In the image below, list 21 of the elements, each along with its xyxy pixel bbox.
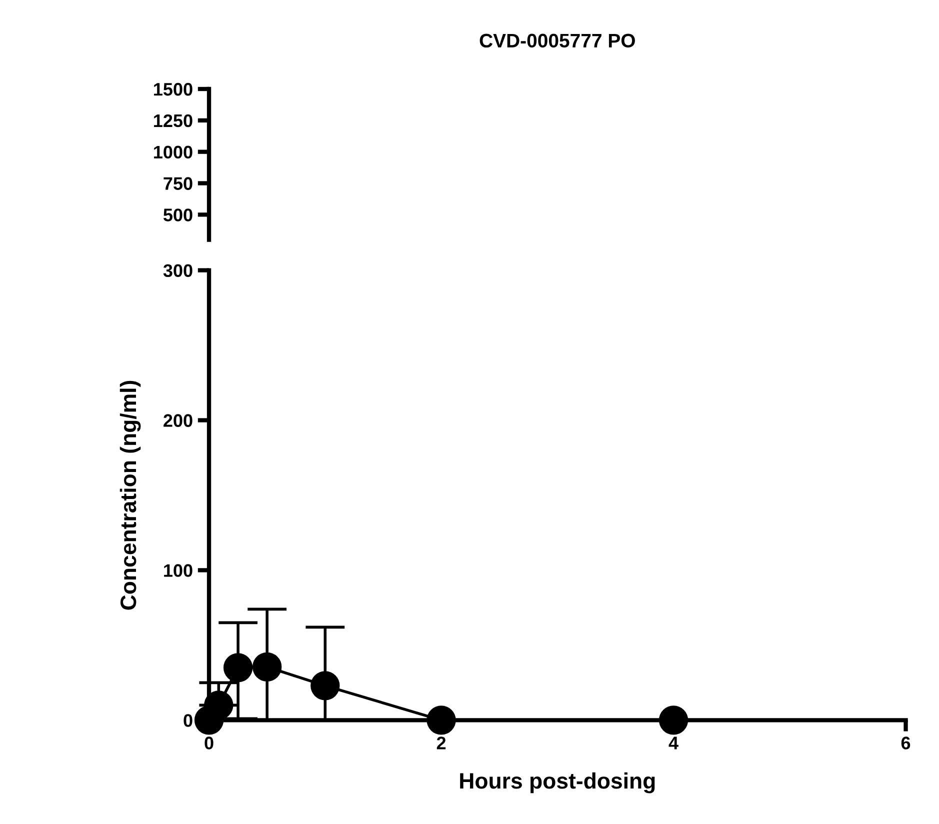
x-tick-label: 2 — [436, 736, 446, 750]
x-tick-label: 4 — [668, 736, 678, 750]
y-tick-label: 750 — [164, 177, 192, 190]
point — [426, 706, 456, 735]
y-tick-label: 1250 — [154, 114, 192, 128]
chart-title: CVD-0005777 PO — [480, 34, 635, 48]
x-tick-label: 6 — [901, 736, 910, 750]
y-tick-label: 500 — [163, 208, 192, 222]
x-tick-label: 0 — [204, 736, 214, 750]
y-tick-label: 100 — [164, 564, 192, 577]
y-tick-label: 1500 — [154, 82, 192, 96]
y-axis-title: Concentration (ng/ml) — [120, 380, 141, 610]
x-axis-title: Hours post-dosing — [460, 772, 655, 794]
point — [223, 653, 253, 682]
point — [310, 671, 340, 700]
point — [658, 706, 688, 735]
y-tick-label: 200 — [164, 414, 192, 427]
y-tick-label: 300 — [163, 264, 192, 278]
y-tick-label: 1000 — [154, 146, 192, 159]
y-tick-label: 0 — [184, 714, 192, 727]
point — [252, 652, 282, 682]
